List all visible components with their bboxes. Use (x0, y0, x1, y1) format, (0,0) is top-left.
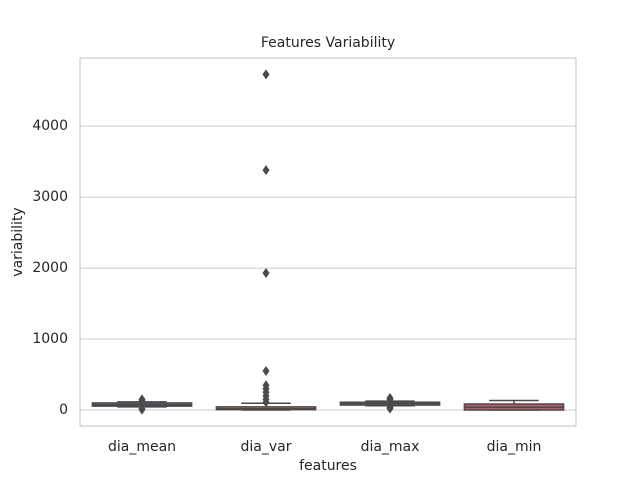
outlier (138, 403, 146, 414)
outlier (262, 380, 270, 391)
y-tick-label: 3000 (32, 189, 68, 205)
outlier (262, 268, 270, 279)
x-axis-label: features (299, 458, 357, 474)
outlier (138, 394, 146, 405)
x-tick-label: dia_min (487, 439, 542, 455)
outlier (262, 165, 270, 176)
y-tick-label: 2000 (32, 260, 68, 276)
outlier (262, 69, 270, 80)
x-tick-label: dia_max (361, 439, 420, 455)
x-tick-label: dia_var (241, 439, 292, 455)
y-tick-label: 0 (59, 402, 68, 418)
y-tick-label: 1000 (32, 331, 68, 347)
y-axis-label: variability (10, 207, 26, 276)
outlier (386, 392, 394, 403)
y-tick-label: 4000 (32, 118, 68, 134)
chart-title: Features Variability (261, 35, 395, 51)
plot-frame (79, 57, 577, 427)
outlier (386, 402, 394, 413)
outlier (262, 365, 270, 376)
x-tick-label: dia_mean (108, 439, 176, 455)
